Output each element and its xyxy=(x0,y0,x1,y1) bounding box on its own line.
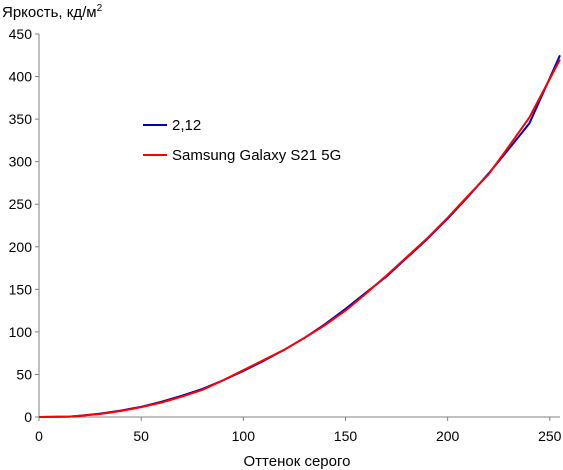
y-tick-label: 350 xyxy=(9,111,33,127)
x-tick-label: 50 xyxy=(133,428,149,444)
x-tick-label: 100 xyxy=(232,428,256,444)
x-ticks: 0 50 100 150 200 250 xyxy=(35,417,562,444)
axes xyxy=(38,34,560,418)
legend: 2,12 Samsung Galaxy S21 5G xyxy=(143,117,341,164)
y-ticks: 0 50 100 150 200 250 300 350 400 450 xyxy=(9,26,39,425)
legend-label-series-1: 2,12 xyxy=(172,117,201,134)
legend-label-series-2: Samsung Galaxy S21 5G xyxy=(172,147,341,164)
y-tick-label: 150 xyxy=(9,281,33,297)
y-axis-title-superscript: 2 xyxy=(97,3,103,14)
y-axis-title: Яркость, кд/м2 xyxy=(2,3,103,21)
x-axis-title: Оттенок серого xyxy=(244,453,351,470)
y-tick-label: 450 xyxy=(9,26,33,42)
y-tick-label: 300 xyxy=(9,154,33,170)
x-tick-label: 250 xyxy=(538,428,562,444)
y-tick-label: 200 xyxy=(9,239,33,255)
series-group xyxy=(38,54,561,418)
x-tick-label: 0 xyxy=(35,428,43,444)
series-line-2 xyxy=(38,59,561,418)
y-tick-label: 0 xyxy=(24,409,32,425)
y-tick-label: 250 xyxy=(9,196,33,212)
x-tick-label: 200 xyxy=(436,428,460,444)
series-line-1 xyxy=(38,54,561,418)
x-tick-label: 150 xyxy=(334,428,358,444)
y-tick-label: 100 xyxy=(9,324,33,340)
y-tick-label: 400 xyxy=(9,69,33,85)
y-tick-label: 50 xyxy=(16,366,32,382)
